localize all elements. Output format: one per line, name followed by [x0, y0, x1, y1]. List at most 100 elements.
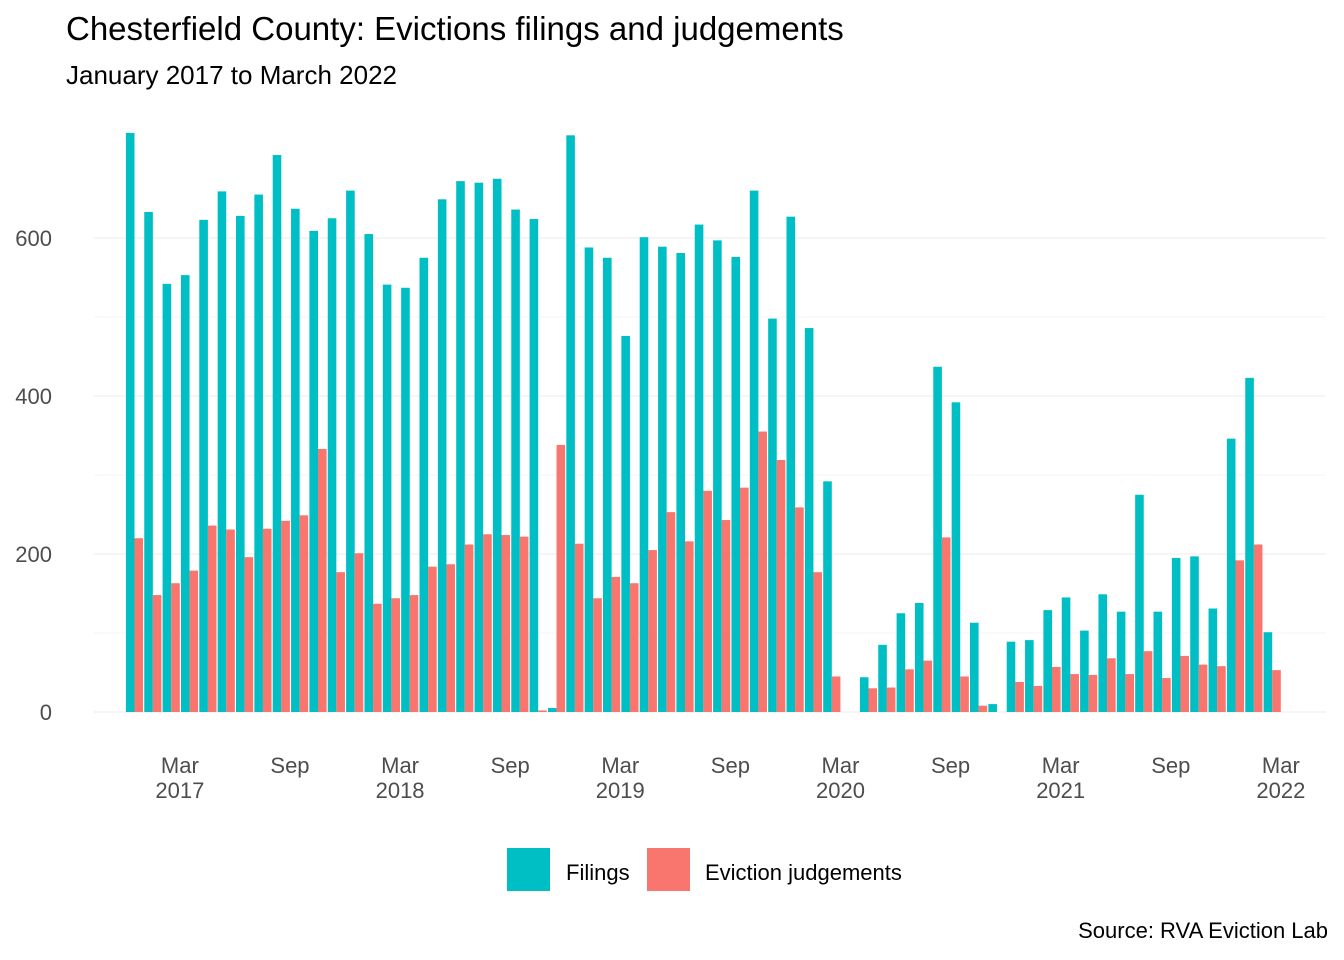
filings-bar: [474, 182, 484, 712]
filings-bar: [1116, 611, 1126, 712]
judgements-bar: [648, 550, 657, 712]
bars: [125, 132, 1281, 713]
filings-bar: [951, 402, 961, 712]
filings-bar: [401, 287, 410, 712]
filings-bar: [1025, 640, 1034, 712]
filings-bar: [584, 247, 594, 713]
filings-bar: [419, 257, 429, 712]
y-tick-label: 0: [40, 700, 52, 725]
judgements-bar: [538, 710, 547, 712]
judgements-bar: [1015, 681, 1024, 712]
x-tick-label-year: 2020: [816, 778, 865, 803]
filings-bar: [749, 190, 759, 713]
chart-subtitle: January 2017 to March 2022: [66, 60, 397, 90]
filings-bar: [492, 178, 502, 712]
judgements-bar: [391, 598, 400, 712]
judgements-bar: [483, 534, 492, 712]
filings-bar: [236, 215, 245, 712]
judgements-bar: [776, 459, 786, 712]
y-tick-label: 400: [15, 384, 52, 409]
filings-bar: [346, 190, 355, 713]
chart-caption: Source: RVA Eviction Lab: [1078, 918, 1328, 943]
filings-bar: [1245, 377, 1254, 712]
filings-bar: [731, 256, 741, 712]
judgements-bar: [244, 557, 254, 712]
judgements-bar: [189, 570, 199, 712]
judgements-bar: [629, 583, 639, 712]
filings-bar: [566, 135, 575, 713]
x-tick-label: Sep: [931, 753, 970, 778]
judgements-bar: [758, 431, 767, 712]
filings-bar: [1263, 632, 1273, 712]
judgements-bar: [318, 448, 327, 712]
filings-bar: [327, 218, 337, 712]
judgements-bar: [501, 535, 511, 712]
judgements-bar: [593, 598, 602, 712]
filings-bar: [1061, 597, 1071, 712]
judgements-bar: [171, 583, 180, 712]
judgements-bar: [446, 564, 456, 712]
y-tick-label: 200: [15, 542, 52, 567]
filings-bar: [291, 208, 300, 712]
judgements-bar: [134, 538, 144, 712]
legend-label-filings: Filings: [566, 860, 630, 885]
judgements-bar: [740, 487, 749, 712]
filings-bar: [658, 246, 667, 712]
filings-bar: [914, 602, 924, 712]
judgements-bar: [409, 595, 419, 712]
chart-title: Chesterfield County: Evictions filings a…: [66, 10, 844, 47]
judgements-bar: [703, 490, 712, 712]
filings-bar: [272, 155, 282, 713]
filings-bar: [823, 481, 832, 712]
judgements-bar: [152, 595, 162, 712]
judgements-bar: [428, 566, 437, 712]
legend-label-judgements: Eviction judgements: [705, 860, 902, 885]
judgements-bar: [666, 512, 676, 712]
judgements-bar: [868, 688, 878, 712]
x-tick-label: Mar: [1262, 753, 1300, 778]
y-axis-labels: 0 200 400 600: [15, 226, 52, 725]
judgements-bar: [373, 603, 382, 712]
x-tick-label: Sep: [270, 753, 309, 778]
judgements-bar: [941, 537, 951, 712]
judgements-bar: [611, 576, 621, 712]
filings-bar: [180, 275, 190, 712]
filings-bar: [603, 257, 612, 712]
filings-bar: [511, 209, 520, 712]
legend-key-judgements: [647, 848, 690, 891]
x-tick-label: Mar: [161, 753, 199, 778]
filings-bar: [382, 284, 392, 712]
filings-bar: [144, 211, 153, 712]
x-tick-label-year: 2022: [1256, 778, 1305, 803]
judgements-bar: [1070, 674, 1079, 712]
judgements-bar: [519, 536, 529, 712]
judgements-bar: [923, 660, 933, 712]
filings-bar: [896, 613, 906, 712]
filings-bar: [1080, 630, 1089, 712]
judgements-bar: [1217, 666, 1226, 712]
judgements-bar: [1088, 674, 1098, 712]
x-tick-label-year: 2018: [376, 778, 425, 803]
filings-bar: [547, 708, 557, 712]
x-tick-label-year: 2021: [1036, 778, 1085, 803]
filings-bar: [621, 335, 630, 712]
judgements-bar: [262, 528, 272, 712]
judgements-bar: [831, 676, 841, 712]
filings-bar: [456, 181, 465, 712]
filings-bar: [199, 219, 208, 712]
judgements-bar: [1272, 670, 1281, 712]
judgements-bar: [795, 507, 804, 712]
judgements-bar: [813, 572, 823, 712]
x-tick-label: Mar: [1042, 753, 1080, 778]
judgements-bar: [354, 553, 364, 712]
judgements-bar: [721, 520, 731, 712]
x-tick-label: Sep: [1151, 753, 1190, 778]
x-tick-label-year: 2019: [596, 778, 645, 803]
filings-bar: [1135, 494, 1144, 712]
filings-bar: [970, 622, 979, 712]
judgements-bar: [207, 525, 217, 712]
x-tick-label: Mar: [822, 753, 860, 778]
filings-bar: [437, 199, 447, 713]
